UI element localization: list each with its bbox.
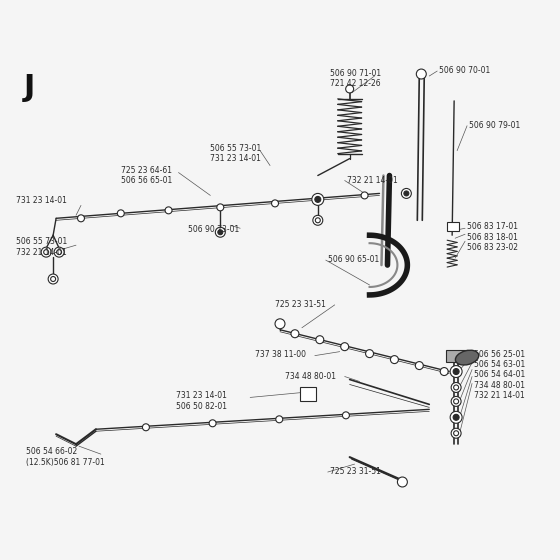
Circle shape: [272, 200, 278, 207]
Circle shape: [316, 336, 324, 344]
Circle shape: [142, 424, 150, 431]
Text: 731 23 14-01: 731 23 14-01: [16, 197, 67, 206]
Circle shape: [117, 210, 124, 217]
Text: 731 23 14-01
506 50 82-01: 731 23 14-01 506 50 82-01: [175, 391, 227, 411]
Text: 506 55 73-01
732 21 14-01: 506 55 73-01 732 21 14-01: [16, 237, 68, 256]
Circle shape: [48, 274, 58, 284]
Circle shape: [342, 412, 349, 419]
Circle shape: [44, 250, 49, 255]
Circle shape: [291, 330, 299, 338]
Circle shape: [450, 412, 462, 423]
Text: 506 90 73-01: 506 90 73-01: [189, 225, 240, 234]
FancyBboxPatch shape: [447, 222, 459, 231]
Circle shape: [314, 196, 321, 203]
Circle shape: [315, 197, 321, 202]
Circle shape: [451, 396, 461, 407]
Circle shape: [276, 416, 283, 423]
Circle shape: [402, 189, 412, 198]
Text: 506 83 17-01
506 83 18-01
506 83 23-02: 506 83 17-01 506 83 18-01 506 83 23-02: [467, 222, 518, 252]
Circle shape: [77, 215, 85, 222]
Text: 506 90 79-01: 506 90 79-01: [469, 121, 520, 130]
Text: 506 56 25-01
506 54 63-01
506 54 64-01
734 48 80-01
732 21 14-01: 506 56 25-01 506 54 63-01 506 54 64-01 7…: [474, 349, 525, 400]
Circle shape: [366, 349, 374, 358]
Circle shape: [451, 382, 461, 393]
Circle shape: [416, 362, 423, 370]
Circle shape: [454, 431, 459, 436]
Circle shape: [450, 366, 462, 377]
Text: 506 54 66-02
(12.5K)506 81 77-01: 506 54 66-02 (12.5K)506 81 77-01: [26, 447, 105, 466]
Circle shape: [453, 368, 459, 375]
Circle shape: [165, 207, 172, 214]
FancyBboxPatch shape: [446, 349, 468, 362]
Circle shape: [218, 230, 223, 235]
Circle shape: [451, 428, 461, 438]
Circle shape: [390, 356, 398, 363]
Circle shape: [216, 227, 225, 237]
Text: 506 55 73-01
731 23 14-01: 506 55 73-01 731 23 14-01: [211, 144, 262, 163]
Circle shape: [453, 414, 459, 421]
Circle shape: [57, 250, 62, 255]
Text: 725 23 31-51: 725 23 31-51: [330, 467, 381, 476]
Text: 737 38 11-00: 737 38 11-00: [255, 349, 306, 358]
Text: J: J: [24, 73, 35, 102]
Text: 734 48 80-01: 734 48 80-01: [285, 371, 336, 381]
Circle shape: [217, 204, 224, 211]
Text: 506 90 65-01: 506 90 65-01: [328, 255, 379, 264]
Circle shape: [209, 420, 216, 427]
Text: 725 23 64-61
506 56 65-01: 725 23 64-61 506 56 65-01: [121, 166, 172, 185]
Circle shape: [404, 191, 409, 196]
Ellipse shape: [455, 350, 479, 365]
Text: 506 90 70-01: 506 90 70-01: [439, 66, 491, 75]
Circle shape: [41, 247, 51, 257]
Circle shape: [275, 319, 285, 329]
Circle shape: [454, 385, 459, 390]
Circle shape: [361, 192, 368, 199]
Circle shape: [315, 218, 320, 223]
FancyBboxPatch shape: [300, 388, 316, 402]
Text: 725 23 31-51: 725 23 31-51: [275, 300, 326, 309]
Circle shape: [313, 216, 323, 225]
Circle shape: [340, 343, 349, 351]
Circle shape: [416, 69, 426, 79]
Circle shape: [398, 477, 407, 487]
Circle shape: [54, 247, 64, 257]
Circle shape: [440, 367, 448, 376]
Circle shape: [312, 193, 324, 206]
Circle shape: [50, 277, 55, 282]
Circle shape: [346, 85, 353, 93]
Text: 732 21 14-01: 732 21 14-01: [347, 175, 398, 185]
Circle shape: [454, 399, 459, 404]
Text: 506 90 71-01
721 42 12-26: 506 90 71-01 721 42 12-26: [330, 69, 381, 88]
